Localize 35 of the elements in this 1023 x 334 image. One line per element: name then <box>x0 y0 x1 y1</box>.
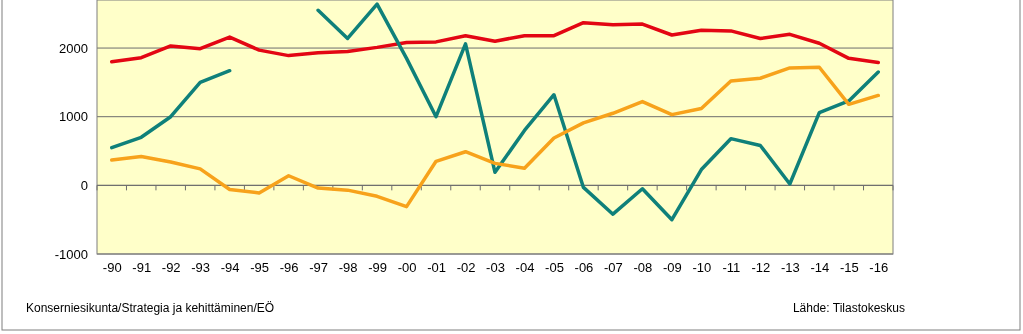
x-tick-label: -10 <box>692 260 712 276</box>
x-tick-label: -95 <box>250 260 270 276</box>
x-tick-label: -15 <box>839 260 859 276</box>
y-tick-label: 2000 <box>59 40 88 56</box>
y-tick-label: -1000 <box>54 246 88 262</box>
x-tick-label: -04 <box>515 260 535 276</box>
x-tick-label: -03 <box>486 260 505 276</box>
x-tick-label: -14 <box>810 260 830 276</box>
x-tick-label: -96 <box>279 260 299 276</box>
line-series <box>109 20 881 65</box>
text: Konserniesikunta/Strategia ja kehittäminen/EÖ <box>26 301 275 315</box>
x-tick-label: -00 <box>397 260 417 276</box>
y-tick-label: 1000 <box>59 109 88 125</box>
x-tick-label: -92 <box>161 260 181 276</box>
x-tick-label: -08 <box>633 260 653 276</box>
text: Lähde: Tilastokeskus <box>792 301 905 315</box>
x-tick-label: -09 <box>662 260 682 276</box>
x-tick-label: -93 <box>191 260 211 276</box>
x-tick-label: -91 <box>132 260 152 276</box>
x-tick-label: -06 <box>574 260 594 276</box>
y-tick-label: 0 <box>80 178 88 194</box>
x-tick-label: -01 <box>427 260 446 276</box>
x-tick-label: -12 <box>751 260 771 276</box>
x-tick-label: -90 <box>102 260 122 276</box>
x-tick-label: -98 <box>338 260 358 276</box>
x-tick-label: -05 <box>545 260 564 276</box>
x-tick-label: -02 <box>456 260 476 276</box>
x-tick-label: -07 <box>604 260 623 276</box>
x-tick-label: -13 <box>780 260 800 276</box>
line-series <box>109 65 881 209</box>
x-tick-label: -94 <box>220 260 240 276</box>
x-tick-label: -99 <box>368 260 387 276</box>
x-tick-label: -97 <box>309 260 329 276</box>
x-tick-label: -11 <box>722 260 741 276</box>
x-tick-label: -16 <box>869 260 889 276</box>
